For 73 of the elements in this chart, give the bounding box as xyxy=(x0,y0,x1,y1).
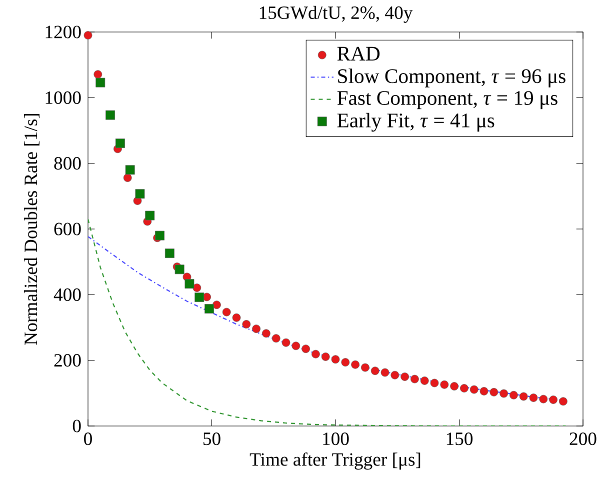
legend-label: Early Fit, τ = 41 μs xyxy=(337,112,494,132)
point xyxy=(115,138,125,148)
y-tick-label: 400 xyxy=(54,288,81,301)
x-tick-label: 50 xyxy=(204,432,220,446)
point xyxy=(351,360,360,369)
point xyxy=(410,374,419,384)
point xyxy=(94,70,102,79)
point xyxy=(420,376,429,385)
point xyxy=(341,358,350,367)
point xyxy=(192,284,202,292)
point xyxy=(135,189,145,199)
point xyxy=(262,329,270,338)
x-tick-label: 0 xyxy=(84,432,92,446)
point xyxy=(194,292,204,302)
point xyxy=(470,385,478,394)
line-series xyxy=(88,218,566,426)
point xyxy=(145,210,155,220)
point xyxy=(125,165,135,175)
point xyxy=(212,300,221,310)
point xyxy=(164,248,174,258)
point xyxy=(155,230,165,240)
x-tick-label: 100 xyxy=(323,432,349,446)
point xyxy=(222,308,231,316)
point xyxy=(510,390,518,400)
chart-title: 15GWd/tU, 2%, 40y xyxy=(260,6,413,23)
y-tick-label: 1200 xyxy=(46,26,81,38)
point xyxy=(302,344,310,354)
point xyxy=(529,394,538,402)
point xyxy=(242,320,251,328)
point xyxy=(84,31,92,40)
point xyxy=(440,380,449,389)
point xyxy=(539,394,548,404)
point xyxy=(312,350,320,358)
x-axis-title: Time after Trigger [μs] xyxy=(250,452,420,470)
point xyxy=(184,279,194,289)
point xyxy=(460,384,468,392)
y-tick-label: 800 xyxy=(54,157,81,170)
x-tick-label: 150 xyxy=(446,432,473,446)
point xyxy=(430,378,439,388)
point xyxy=(480,387,488,396)
point xyxy=(252,324,260,334)
point xyxy=(370,366,380,376)
y-tick-label: 1000 xyxy=(46,91,81,104)
point xyxy=(321,352,330,361)
point xyxy=(202,292,212,302)
point xyxy=(361,363,370,372)
point xyxy=(96,78,106,88)
point xyxy=(380,368,390,377)
point xyxy=(123,174,132,182)
point xyxy=(174,264,184,274)
point xyxy=(232,313,241,322)
legend-label: Slow Component, τ = 96 μs xyxy=(338,68,566,88)
y-tick-label: 600 xyxy=(54,222,81,236)
legend-label: Fast Component, τ = 19 μs xyxy=(337,91,558,110)
y-tick-label: 200 xyxy=(54,354,81,367)
point xyxy=(519,392,528,401)
point xyxy=(390,370,400,380)
point xyxy=(106,110,116,120)
x-tick-label: 200 xyxy=(570,432,596,446)
point xyxy=(400,372,409,381)
point xyxy=(500,389,508,398)
point xyxy=(331,355,340,364)
legend-label: RAD xyxy=(337,46,380,60)
point xyxy=(204,304,214,314)
point xyxy=(559,397,568,406)
point xyxy=(272,334,280,343)
point xyxy=(292,342,300,350)
y-tick-label: 0 xyxy=(72,420,81,432)
point xyxy=(450,382,459,390)
y-axis-title: Normalized Doubles Rate [1/s] xyxy=(24,114,40,345)
point xyxy=(490,388,498,396)
point xyxy=(282,338,290,347)
point xyxy=(549,396,558,404)
